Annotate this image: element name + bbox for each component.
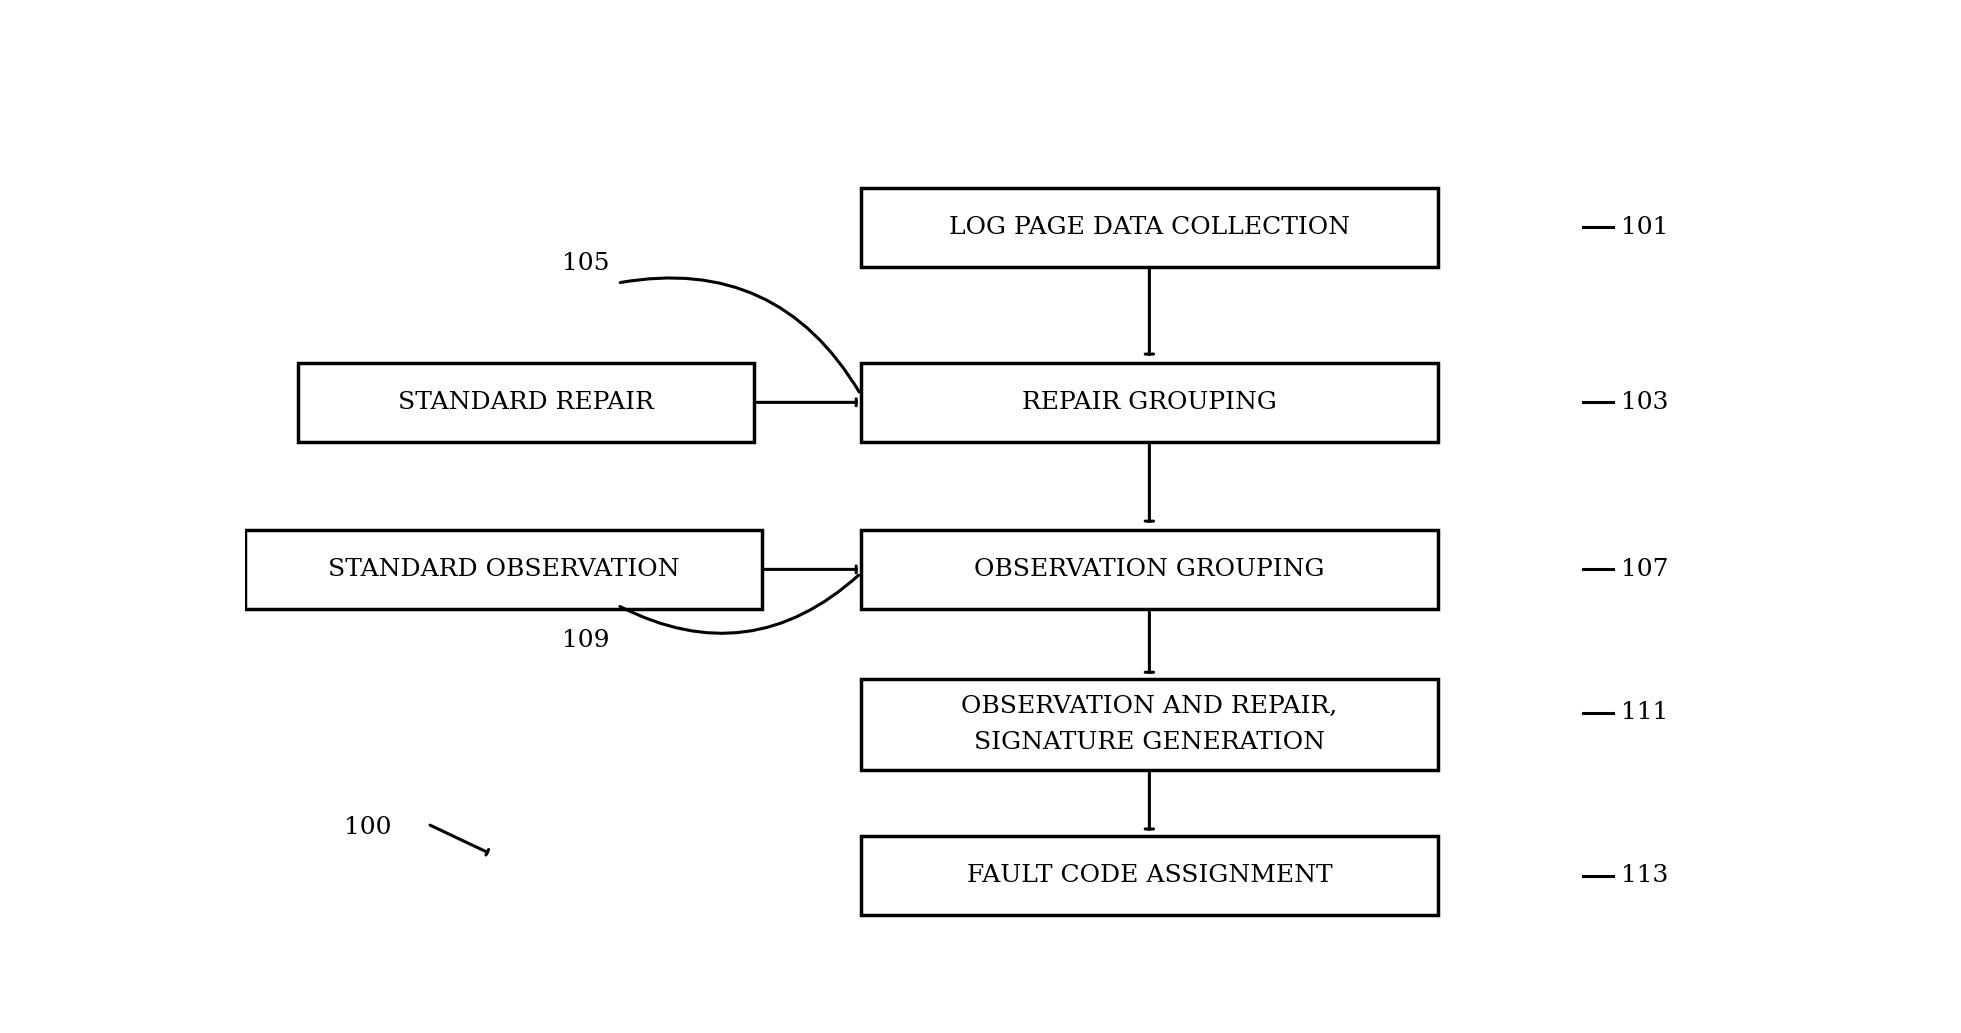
Text: 111: 111 [1620,701,1667,724]
Text: 107: 107 [1620,558,1669,581]
FancyBboxPatch shape [861,679,1437,771]
Text: 101: 101 [1620,216,1669,239]
Text: OBSERVATION GROUPING: OBSERVATION GROUPING [975,558,1324,581]
Text: SIGNATURE GENERATION: SIGNATURE GENERATION [975,731,1326,754]
FancyBboxPatch shape [861,188,1437,268]
FancyBboxPatch shape [245,530,763,609]
Text: 100: 100 [343,816,392,840]
Text: 109: 109 [563,629,610,652]
Text: STANDARD OBSERVATION: STANDARD OBSERVATION [327,558,679,581]
Text: STANDARD REPAIR: STANDARD REPAIR [398,390,655,414]
Text: OBSERVATION AND REPAIR,: OBSERVATION AND REPAIR, [961,695,1337,718]
FancyBboxPatch shape [861,363,1437,442]
Text: 103: 103 [1620,390,1669,414]
Text: FAULT CODE ASSIGNMENT: FAULT CODE ASSIGNMENT [967,865,1332,887]
Text: REPAIR GROUPING: REPAIR GROUPING [1022,390,1277,414]
Text: 105: 105 [563,252,610,275]
Text: 113: 113 [1620,865,1669,887]
FancyBboxPatch shape [298,363,755,442]
FancyBboxPatch shape [861,836,1437,915]
FancyBboxPatch shape [861,530,1437,609]
Text: LOG PAGE DATA COLLECTION: LOG PAGE DATA COLLECTION [949,216,1349,239]
